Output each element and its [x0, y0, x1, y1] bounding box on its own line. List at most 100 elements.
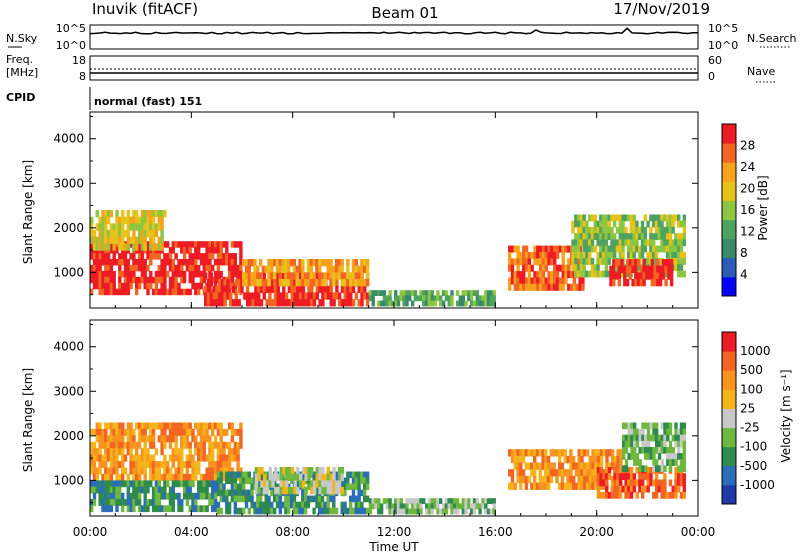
- power-cell: [674, 251, 678, 259]
- power-cell: [318, 259, 322, 267]
- power-cell: [306, 259, 311, 267]
- power-cell: [623, 279, 627, 287]
- velocity-cell: [566, 469, 570, 477]
- velocity-cell: [177, 461, 181, 469]
- power-cell: [539, 277, 543, 285]
- velocity-cell: [287, 467, 292, 475]
- velocity-cell: [591, 482, 595, 490]
- velocity-cell: [188, 448, 192, 456]
- velocity-cell: [135, 441, 139, 449]
- velocity-cell: [90, 486, 94, 494]
- power-cell: [621, 239, 625, 247]
- velocity-cell: [197, 441, 201, 449]
- velocity-cell: [182, 441, 187, 449]
- power-cell: [218, 285, 222, 293]
- power-cell: [610, 239, 614, 247]
- power-cell: [625, 265, 630, 273]
- velocity-cell: [233, 454, 237, 462]
- power-cell: [151, 243, 156, 251]
- power-cell: [550, 258, 554, 266]
- velocity-cell: [682, 440, 686, 448]
- velocity-cell: [219, 471, 223, 479]
- power-cell: [226, 285, 230, 293]
- power-cell: [613, 239, 617, 247]
- power-cell: [610, 233, 614, 240]
- power-cell: [576, 226, 581, 234]
- power-cell: [278, 265, 282, 273]
- velocity-cell: [519, 469, 523, 477]
- power-cell: [516, 258, 520, 266]
- velocity-cell: [112, 499, 116, 506]
- velocity-cell: [236, 489, 240, 497]
- power-cell: [510, 258, 515, 266]
- power-cell: [610, 226, 614, 234]
- power-cell: [157, 243, 161, 251]
- velocity-cell: [326, 480, 331, 488]
- velocity-cell: [315, 501, 319, 509]
- velocity-cell: [304, 473, 308, 481]
- velocity-cell: [295, 501, 299, 509]
- velocity-cell: [290, 467, 295, 475]
- velocity-cell: [298, 507, 302, 515]
- velocity-cell: [652, 428, 656, 436]
- power-cell: [351, 272, 356, 280]
- power-cell: [284, 259, 288, 267]
- power-cell: [129, 264, 133, 272]
- velocity-cell: [143, 454, 147, 462]
- velocity-cell: [275, 495, 280, 503]
- velocity-cell: [560, 469, 565, 477]
- power-cell: [215, 299, 219, 307]
- power-cell: [574, 251, 578, 259]
- power-cell: [357, 299, 361, 307]
- power-cell: [663, 214, 667, 222]
- velocity-cell: [519, 475, 523, 484]
- power-cell: [567, 264, 571, 272]
- power-cell: [661, 259, 666, 267]
- velocity-cell: [90, 505, 94, 513]
- velocity-cell: [95, 480, 99, 488]
- power-cell: [123, 270, 128, 278]
- power-cell: [405, 295, 409, 302]
- velocity-cell: [682, 465, 686, 472]
- power-cell: [677, 251, 681, 259]
- velocity-cell: [630, 447, 634, 454]
- velocity-cell: [132, 486, 136, 494]
- power-cell: [262, 292, 266, 300]
- power-cell: [137, 253, 142, 260]
- velocity-cell: [208, 473, 212, 481]
- velocity-cell: [202, 480, 206, 488]
- power-cell: [143, 243, 147, 251]
- velocity-cell: [602, 449, 606, 457]
- power-cell: [671, 226, 675, 234]
- velocity-cell: [225, 441, 229, 449]
- velocity-cell: [143, 473, 147, 481]
- velocity-cell: [244, 489, 249, 497]
- power-cell: [168, 264, 173, 272]
- velocity-cell: [126, 428, 130, 436]
- power-cell: [569, 271, 574, 279]
- power-cell: [579, 233, 584, 240]
- power-cell: [599, 226, 603, 234]
- velocity-cell: [284, 507, 288, 515]
- power-cell: [513, 271, 517, 279]
- velocity-cell: [574, 482, 579, 490]
- power-cell: [132, 230, 136, 238]
- velocity-cell: [143, 499, 147, 506]
- velocity-cell: [264, 501, 268, 509]
- power-cell: [574, 214, 578, 222]
- power-cell: [582, 220, 586, 228]
- power-cell: [682, 226, 686, 234]
- velocity-cell: [264, 507, 268, 515]
- velocity-cell: [143, 435, 147, 443]
- power-cell: [197, 241, 201, 248]
- power-cell: [516, 264, 520, 272]
- power-cell: [660, 233, 664, 240]
- velocity-cell: [632, 485, 637, 493]
- power-cell: [206, 292, 211, 300]
- power-cell: [657, 233, 661, 240]
- velocity-cell: [257, 487, 261, 495]
- power-cell: [257, 299, 261, 307]
- velocity-cell: [560, 475, 565, 484]
- power-cell: [489, 290, 494, 296]
- power-cell: [677, 264, 681, 272]
